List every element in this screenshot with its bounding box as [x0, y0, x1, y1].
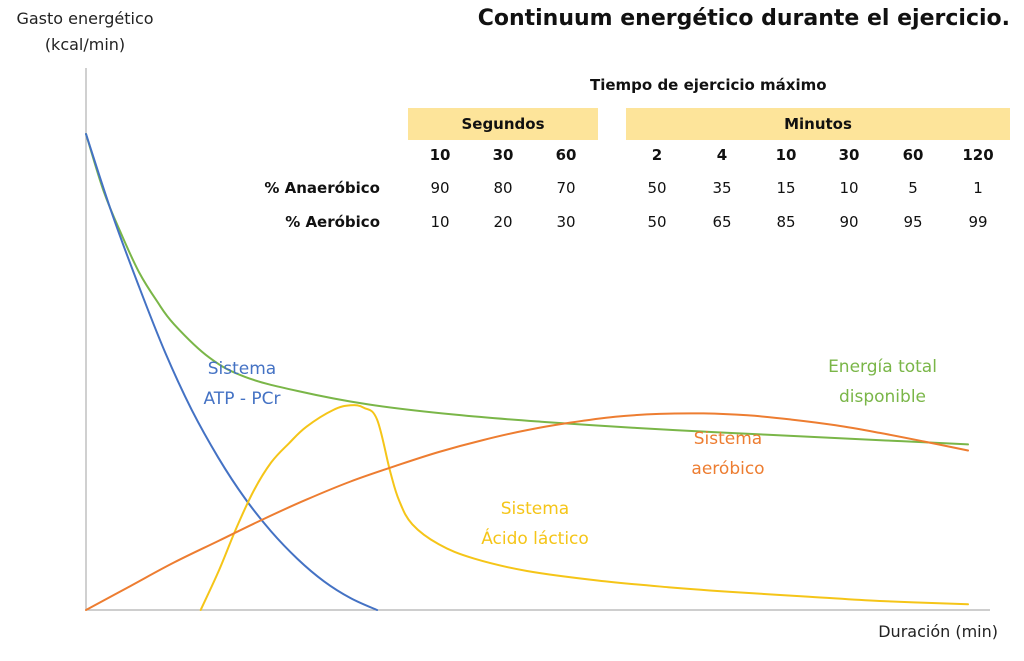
- table-cell: 15: [776, 179, 796, 197]
- series-line-acido-lactico: [199, 404, 969, 611]
- table-cell: 30: [556, 213, 576, 231]
- series-label-line: Sistema: [693, 429, 763, 449]
- table-cell: 85: [776, 213, 796, 231]
- table-time-header: 4: [716, 146, 728, 164]
- table-cell: 35: [712, 179, 732, 197]
- table-time-header: 30: [492, 146, 514, 164]
- series-label-line: Sistema: [500, 499, 570, 519]
- series-line-energia-total: [85, 133, 969, 446]
- table-cell: 50: [647, 179, 667, 197]
- table-cell: 1: [973, 179, 983, 197]
- table-cell: 80: [493, 179, 513, 197]
- series-label-line: disponible: [838, 387, 927, 407]
- series-line-aerobico: [85, 412, 969, 611]
- table-group-header-segundos: Segundos: [408, 108, 598, 140]
- table-row-label-anaerobico: % Anaeróbico: [264, 179, 380, 197]
- table-group-header-minutos: Minutos: [626, 108, 1010, 140]
- table-time-header: 60: [555, 146, 577, 164]
- y-axis-label-line-2: (kcal/min): [44, 35, 126, 54]
- table-cell: 95: [903, 213, 923, 231]
- table-row-label-aerobico: % Aeróbico: [285, 213, 380, 231]
- table-cell: 90: [430, 179, 450, 197]
- x-axis-label: Duración (min): [878, 622, 998, 641]
- table-time-header: 120: [962, 146, 994, 164]
- series-label-atp-pcr: Sistema ATP - PCr: [182, 354, 302, 414]
- table-cell: 99: [968, 213, 988, 231]
- series-label-energia-total: Energía total disponible: [810, 352, 955, 412]
- table-time-header: 10: [775, 146, 797, 164]
- series-label-acido-lactico: Sistema Ácido láctico: [460, 494, 610, 554]
- table-time-header: 2: [651, 146, 663, 164]
- series-label-line: Sistema: [207, 359, 277, 379]
- table-cell: 10: [430, 213, 450, 231]
- table-title: Tiempo de ejercicio máximo: [590, 76, 827, 94]
- series-label-line: ATP - PCr: [203, 389, 281, 409]
- table-time-header: 60: [902, 146, 924, 164]
- table-cell: 5: [908, 179, 918, 197]
- table-cell: 65: [712, 213, 732, 231]
- table-cell: 20: [493, 213, 513, 231]
- table-time-header: 10: [429, 146, 451, 164]
- table-cell: 50: [647, 213, 667, 231]
- table-cell: 10: [839, 179, 859, 197]
- chart-title: Continuum energético durante el ejercici…: [477, 6, 1010, 31]
- table-time-header: 30: [838, 146, 860, 164]
- y-axis-label: Gasto energético (kcal/min): [0, 6, 170, 58]
- series-label-line: Energía total: [828, 357, 937, 377]
- y-axis-label-line-1: Gasto energético: [16, 9, 154, 28]
- series-line-atp-pcr: [85, 133, 379, 611]
- table-cell: 70: [556, 179, 576, 197]
- series-label-line: Ácido láctico: [481, 529, 589, 549]
- table-cell: 90: [839, 213, 859, 231]
- series-label-aerobico: Sistema aeróbico: [668, 424, 788, 484]
- series-label-line: aeróbico: [691, 459, 765, 479]
